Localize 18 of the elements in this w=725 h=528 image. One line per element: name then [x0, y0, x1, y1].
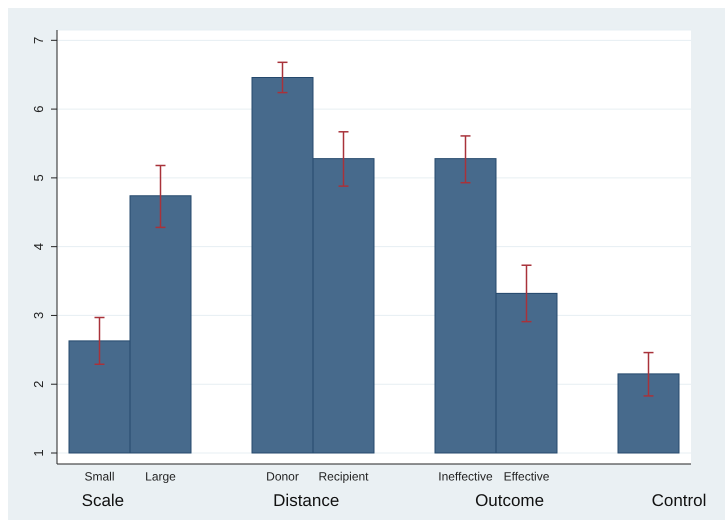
text: Outcome	[475, 491, 544, 510]
y-tick-label: 3	[31, 312, 46, 320]
y-tick-label: 2	[31, 380, 46, 388]
x-tick-label: Ineffective	[438, 470, 494, 484]
text: Distance	[273, 491, 340, 510]
y-tick-label: 5	[31, 174, 46, 182]
x-tick-label: Small	[84, 470, 115, 484]
y-tick-label: 6	[31, 105, 46, 113]
x-tick-label: Effective	[504, 470, 550, 484]
y-tick-label: 7	[31, 36, 46, 44]
x-tick-label: Recipient	[318, 470, 370, 484]
text: Control	[652, 491, 706, 510]
text: Scale	[82, 491, 124, 510]
x-tick-label: Large	[145, 470, 176, 484]
y-tick-label: 1	[31, 449, 46, 457]
x-tick-label: Donor	[266, 470, 299, 484]
y-tick-label: 4	[31, 243, 46, 250]
bar	[618, 373, 680, 454]
